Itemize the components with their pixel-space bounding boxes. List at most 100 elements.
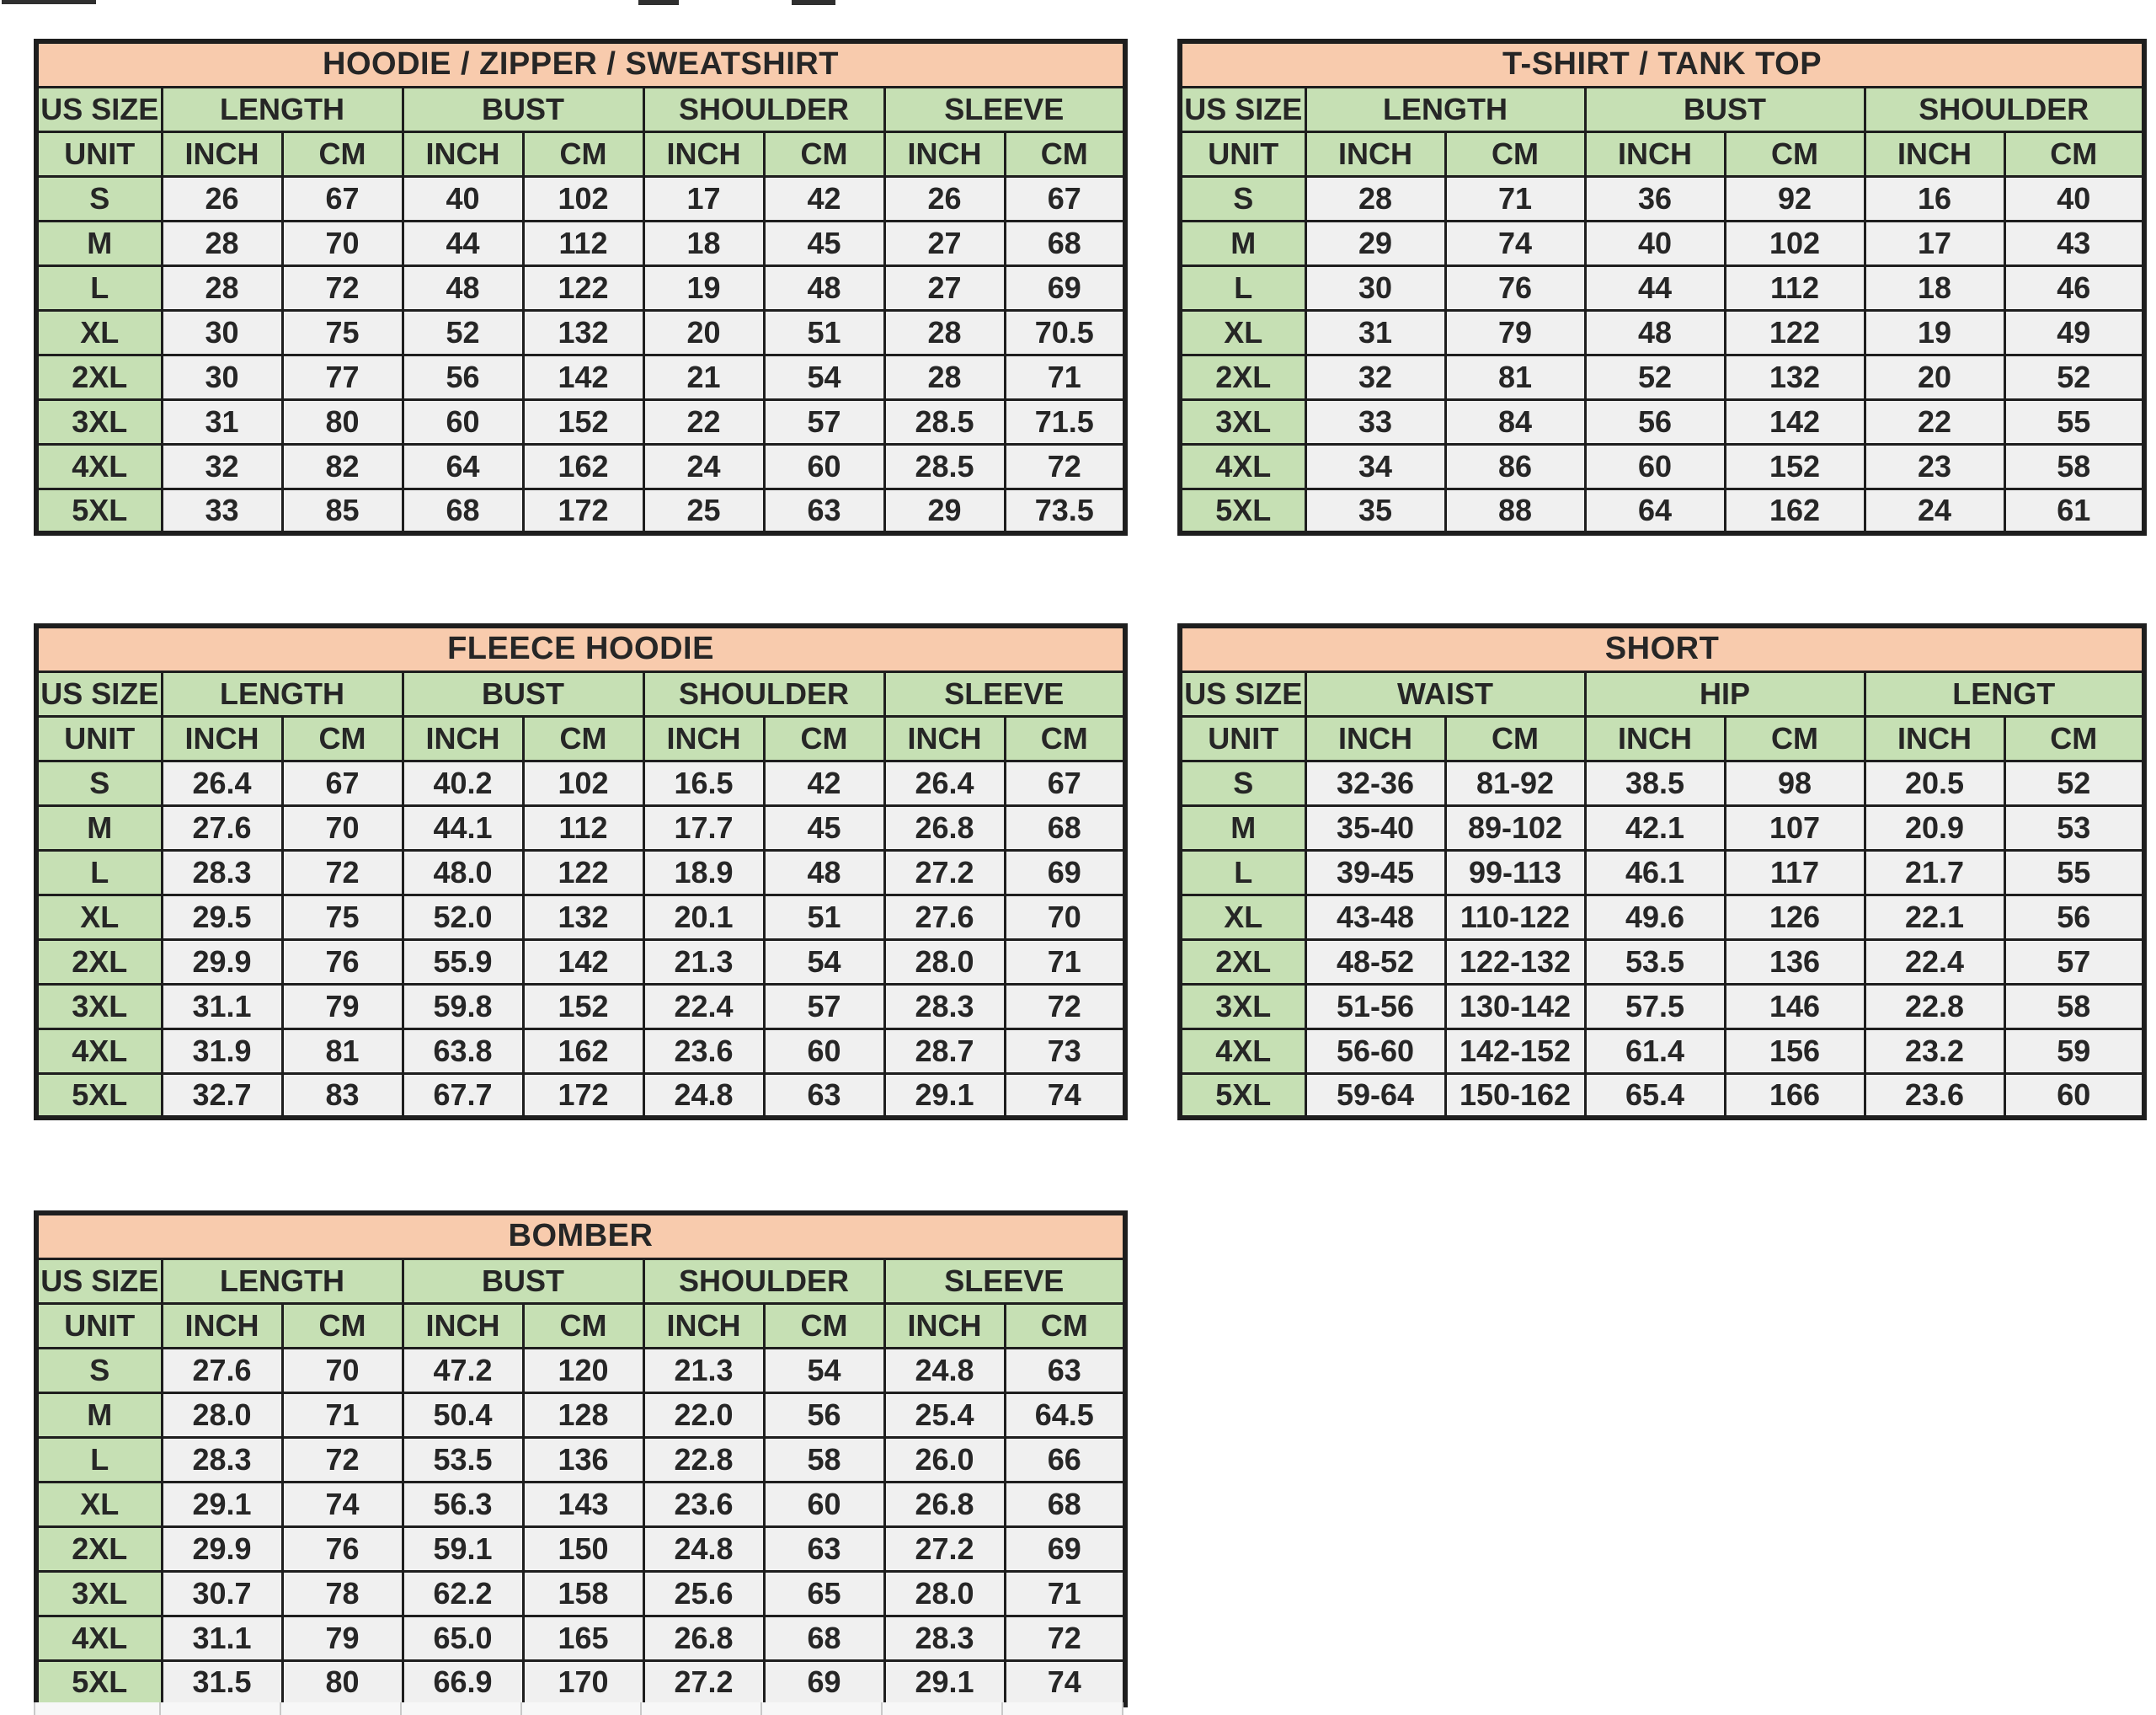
- unit-cell: INCH: [401, 1301, 525, 1349]
- value-cell: 86: [1444, 442, 1587, 490]
- value-cell: 28: [160, 264, 284, 312]
- value-cell: 76: [1444, 264, 1587, 312]
- value-cell: 70: [280, 804, 404, 852]
- value-cell: 20: [1863, 353, 2006, 401]
- value-cell: 81: [1444, 353, 1587, 401]
- partial-row-cell: [521, 1702, 643, 1715]
- value-cell: 27.2: [642, 1659, 766, 1707]
- size-cell: L: [35, 848, 163, 896]
- value-cell: 52: [401, 308, 525, 356]
- value-cell: 28.0: [160, 1391, 284, 1439]
- value-cell: 52: [1583, 353, 1726, 401]
- table-row: 5XL 32.7 83 67.7 172 24.8 63 29.1 74: [35, 1071, 1127, 1119]
- value-cell: 22.0: [642, 1391, 766, 1439]
- unit-row: UNIT INCH CM INCH CM INCH CM INCH CM: [35, 714, 1127, 762]
- value-cell: 31.1: [160, 982, 284, 1030]
- value-cell: 56.3: [401, 1480, 525, 1528]
- value-cell: 77: [280, 353, 404, 401]
- group-header-cell: LENGTH: [1304, 85, 1587, 133]
- value-cell: 33: [160, 487, 284, 535]
- value-cell: 53: [2003, 804, 2146, 852]
- size-cell: 2XL: [35, 938, 163, 986]
- value-cell: 24: [1863, 487, 2006, 535]
- value-cell: 122: [521, 848, 645, 896]
- value-cell: 69: [1003, 848, 1127, 896]
- value-cell: 70: [1003, 893, 1127, 941]
- value-cell: 28.5: [883, 398, 1006, 446]
- value-cell: 60: [762, 442, 886, 490]
- value-cell: 58: [2003, 982, 2146, 1030]
- size-cell: 3XL: [1178, 982, 1307, 1030]
- value-cell: 57: [2003, 938, 2146, 986]
- value-cell: 102: [1723, 219, 1866, 267]
- unit-row: UNIT INCH CM INCH CM INCH CM INCH CM: [35, 1301, 1127, 1349]
- size-cell: 5XL: [1178, 1071, 1307, 1119]
- size-cell: 5XL: [35, 1659, 163, 1707]
- table-row: 5XL 31.5 80 66.9 170 27.2 69 29.1 74: [35, 1659, 1127, 1707]
- size-table-short: SHORT US SIZE WAIST HIP LENGT UNIT INCH CM INCH C…: [1177, 623, 2148, 1120]
- value-cell: 56-60: [1304, 1027, 1447, 1075]
- value-cell: 20.1: [642, 893, 766, 941]
- value-cell: 29.5: [160, 893, 284, 941]
- group-header-cell: SLEEVE: [883, 1257, 1127, 1305]
- value-cell: 17: [1863, 219, 2006, 267]
- value-cell: 92: [1723, 174, 1866, 222]
- value-cell: 31.9: [160, 1027, 284, 1075]
- size-cell: XL: [35, 893, 163, 941]
- size-col-header-cell: US SIZE: [1178, 670, 1307, 718]
- value-cell: 30.7: [160, 1569, 284, 1617]
- unit-cell: INCH: [883, 714, 1006, 762]
- unit-cell: INCH: [401, 130, 525, 178]
- table-title-row: HOODIE / ZIPPER / SWEATSHIRT: [35, 40, 1127, 88]
- group-header-cell: BUST: [1583, 85, 1866, 133]
- size-cell: 3XL: [35, 1569, 163, 1617]
- value-cell: 67: [1003, 759, 1127, 807]
- value-cell: 68: [1003, 1480, 1127, 1528]
- table-row: 2XL 30 77 56 142 21 54 28 71: [35, 353, 1127, 401]
- value-cell: 43-48: [1304, 893, 1447, 941]
- value-cell: 20.5: [1863, 759, 2006, 807]
- table-row: 3XL 31.1 79 59.8 152 22.4 57 28.3 72: [35, 982, 1127, 1030]
- value-cell: 69: [1003, 1525, 1127, 1573]
- value-cell: 40: [401, 174, 525, 222]
- unit-label-cell: UNIT: [1178, 714, 1307, 762]
- size-cell: M: [1178, 219, 1307, 267]
- value-cell: 28.3: [160, 848, 284, 896]
- group-header-row: US SIZE LENGTH BUST SHOULDER SLEEVE: [35, 85, 1127, 133]
- table-row: L 39-45 99-113 46.1 117 21.7 55: [1178, 848, 2146, 896]
- size-cell: L: [1178, 848, 1307, 896]
- table-row: L 28.3 72 48.0 122 18.9 48 27.2 69: [35, 848, 1127, 896]
- value-cell: 65.4: [1583, 1071, 1726, 1119]
- value-cell: 53.5: [1583, 938, 1726, 986]
- value-cell: 21.3: [642, 1346, 766, 1394]
- size-cell: 2XL: [1178, 353, 1307, 401]
- table-row: XL 29.1 74 56.3 143 23.6 60 26.8 68: [35, 1480, 1127, 1528]
- value-cell: 67.7: [401, 1071, 525, 1119]
- value-cell: 44.1: [401, 804, 525, 852]
- value-cell: 66.9: [401, 1659, 525, 1707]
- table-row: S 26.4 67 40.2 102 16.5 42 26.4 67: [35, 759, 1127, 807]
- value-cell: 29.9: [160, 1525, 284, 1573]
- unit-cell: CM: [1723, 130, 1866, 178]
- value-cell: 25.6: [642, 1569, 766, 1617]
- group-header-row: US SIZE LENGTH BUST SHOULDER SLEEVE: [35, 670, 1127, 718]
- value-cell: 44: [401, 219, 525, 267]
- size-col-header-cell: US SIZE: [35, 1257, 163, 1305]
- partial-row-cell: [401, 1702, 522, 1715]
- value-cell: 112: [1723, 264, 1866, 312]
- value-cell: 142: [521, 938, 645, 986]
- size-cell: M: [35, 804, 163, 852]
- value-cell: 156: [1723, 1027, 1866, 1075]
- size-table-fleece: FLEECE HOODIE US SIZE LENGTH BUST SHOULDER SL…: [34, 623, 1128, 1120]
- value-cell: 22.1: [1863, 893, 2006, 941]
- table-title-row: BOMBER: [35, 1211, 1127, 1260]
- value-cell: 28.0: [883, 938, 1006, 986]
- value-cell: 172: [521, 487, 645, 535]
- table-title-row: FLEECE HOODIE: [35, 624, 1127, 673]
- value-cell: 27: [883, 264, 1006, 312]
- group-header-row: US SIZE WAIST HIP LENGT: [1178, 670, 2146, 718]
- value-cell: 142: [1723, 398, 1866, 446]
- size-table-hoodie: HOODIE / ZIPPER / SWEATSHIRT US SIZE LENGT…: [34, 39, 1128, 536]
- value-cell: 23.6: [642, 1027, 766, 1075]
